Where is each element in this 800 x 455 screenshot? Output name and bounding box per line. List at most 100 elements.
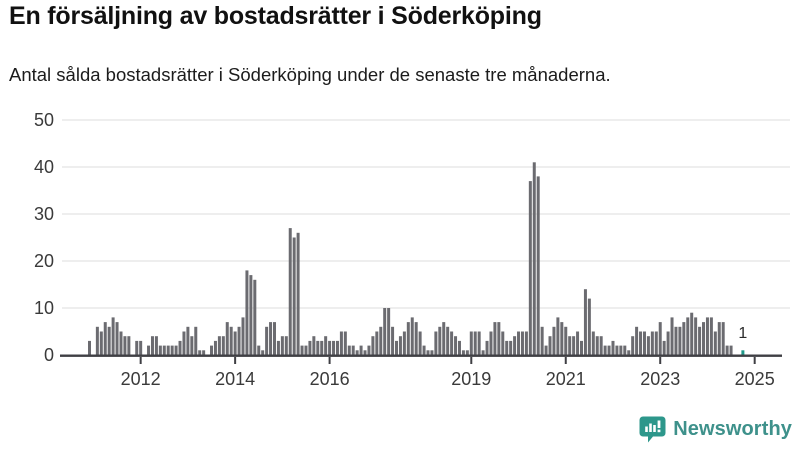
bar	[623, 345, 627, 355]
bar	[682, 322, 686, 355]
bar	[583, 289, 587, 355]
bar	[702, 322, 706, 355]
bar	[245, 270, 249, 355]
bar	[324, 336, 328, 355]
bar	[548, 336, 552, 355]
bar	[560, 322, 564, 355]
bar	[150, 336, 154, 355]
bar	[509, 340, 513, 355]
bar	[119, 331, 123, 355]
bar	[607, 345, 611, 355]
bar	[292, 237, 296, 355]
bar	[182, 331, 186, 355]
bar	[186, 326, 190, 355]
bar	[213, 340, 217, 355]
bar	[674, 326, 678, 355]
bar	[221, 336, 225, 355]
bar	[532, 162, 536, 355]
bar	[635, 326, 639, 355]
bar	[591, 331, 595, 355]
newsworthy-logo-icon	[639, 416, 666, 443]
bar	[410, 317, 414, 355]
bar	[446, 326, 450, 355]
y-axis-label: 30	[34, 204, 54, 224]
bar	[454, 336, 458, 355]
bar	[229, 326, 233, 355]
bar	[308, 340, 312, 355]
bar	[269, 322, 273, 355]
bar	[241, 317, 245, 355]
bar	[528, 181, 532, 355]
bar	[422, 345, 426, 355]
bar	[343, 331, 347, 355]
bar	[257, 345, 261, 355]
bar	[576, 331, 580, 355]
bar	[210, 345, 214, 355]
bar	[190, 336, 194, 355]
bar	[642, 331, 646, 355]
bar	[367, 345, 371, 355]
bar	[135, 340, 139, 355]
bar	[686, 317, 690, 355]
bar	[123, 336, 127, 355]
bar	[654, 331, 658, 355]
bar	[434, 331, 438, 355]
bar	[170, 345, 174, 355]
bar	[379, 326, 383, 355]
bar	[698, 326, 702, 355]
bar	[646, 336, 650, 355]
bar	[666, 331, 670, 355]
bar	[280, 336, 284, 355]
bar	[178, 340, 182, 355]
x-axis-label: 2016	[310, 369, 350, 389]
bar	[461, 350, 465, 355]
bar	[383, 308, 387, 355]
bar	[249, 275, 253, 355]
bar	[194, 326, 198, 355]
chart-subtitle: Antal sålda bostadsrätter i Söderköping …	[9, 64, 611, 85]
bar	[426, 350, 430, 355]
bar	[288, 228, 292, 355]
bar	[414, 322, 418, 355]
bar	[202, 350, 206, 355]
bar	[485, 340, 489, 355]
bar	[284, 336, 288, 355]
bar	[371, 336, 375, 355]
bar	[457, 340, 461, 355]
bar	[147, 345, 151, 355]
bar	[253, 279, 257, 355]
bar	[721, 322, 725, 355]
bar	[332, 340, 336, 355]
bar	[430, 350, 434, 355]
newsworthy-logo: Newsworthy	[639, 415, 792, 444]
bar	[670, 317, 674, 355]
bar	[395, 340, 399, 355]
bar	[505, 340, 509, 355]
bar	[304, 345, 308, 355]
bar	[540, 326, 544, 355]
bar	[580, 340, 583, 355]
bar	[225, 322, 229, 355]
bar	[725, 345, 729, 355]
bar	[355, 350, 359, 355]
bar	[363, 350, 367, 355]
bar	[418, 331, 422, 355]
y-axis-label: 50	[34, 110, 54, 130]
bar	[690, 312, 694, 355]
bar	[658, 322, 662, 355]
bar	[166, 345, 170, 355]
bar	[513, 336, 517, 355]
bar	[481, 350, 485, 355]
bar	[115, 322, 119, 355]
bar	[359, 345, 363, 355]
bar	[603, 345, 607, 355]
bar	[572, 336, 576, 355]
bar	[568, 336, 572, 355]
bar	[619, 345, 623, 355]
bar	[465, 350, 469, 355]
bar	[103, 322, 107, 355]
bar	[320, 340, 324, 355]
y-axis-label: 20	[34, 251, 54, 271]
